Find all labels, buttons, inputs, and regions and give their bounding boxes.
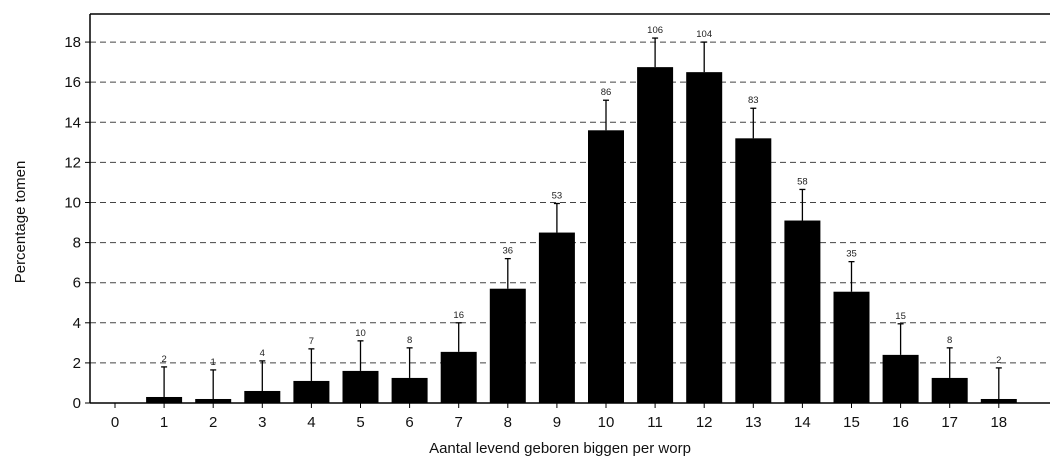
bar <box>735 138 772 403</box>
bar <box>588 130 624 404</box>
y-tick-label: 6 <box>73 275 81 292</box>
data-label: 104 <box>696 29 712 40</box>
y-axis-title: Percentage tomen <box>12 161 29 284</box>
x-tick-label: 1 <box>160 414 168 431</box>
x-tick-label: 8 <box>504 414 512 431</box>
x-tick-label: 6 <box>405 414 413 431</box>
x-tick-label: 18 <box>990 414 1007 431</box>
bars <box>146 37 1017 404</box>
y-tick-label: 10 <box>64 194 81 211</box>
y-tick-label: 14 <box>64 114 81 131</box>
bar <box>146 396 183 403</box>
data-label: 86 <box>601 87 612 98</box>
y-tick-label: 12 <box>64 154 81 171</box>
data-label: 1 <box>211 357 216 368</box>
x-tick-label: 16 <box>892 414 909 431</box>
labels: 0246810121416180211243741058616736853986… <box>64 25 1007 431</box>
x-tick-label: 14 <box>794 414 811 431</box>
y-tick-label: 18 <box>64 34 81 51</box>
data-label: 83 <box>748 95 759 106</box>
data-label: 35 <box>846 249 857 260</box>
bar <box>931 377 968 403</box>
bar <box>391 377 428 403</box>
y-tick-label: 16 <box>64 74 81 91</box>
y-tick-label: 4 <box>73 315 81 332</box>
x-tick-label: 0 <box>111 414 119 431</box>
data-label: 7 <box>309 336 314 347</box>
bar <box>980 398 1017 403</box>
data-label: 36 <box>503 246 514 257</box>
bar <box>686 72 723 404</box>
x-tick-label: 4 <box>307 414 315 431</box>
x-tick-label: 12 <box>696 414 713 431</box>
bar <box>882 354 919 403</box>
y-tick-label: 8 <box>73 235 81 252</box>
x-tick-label: 2 <box>209 414 217 431</box>
data-label: 2 <box>996 355 1001 366</box>
data-label: 4 <box>260 348 265 359</box>
x-tick-label: 17 <box>941 414 958 431</box>
bar <box>342 370 379 403</box>
bar <box>244 390 281 403</box>
gridlines <box>90 41 1050 364</box>
x-tick-label: 5 <box>356 414 364 431</box>
x-tick-label: 9 <box>553 414 561 431</box>
data-label: 8 <box>407 335 412 346</box>
bar <box>833 291 870 403</box>
x-tick-label: 3 <box>258 414 266 431</box>
x-tick-label: 13 <box>745 414 762 431</box>
data-label: 16 <box>453 310 464 321</box>
x-tick-label: 10 <box>598 414 615 431</box>
x-tick-label: 15 <box>843 414 860 431</box>
data-label: 106 <box>647 25 663 36</box>
y-tick-label: 0 <box>73 395 81 412</box>
data-label: 58 <box>797 176 808 187</box>
data-label: 53 <box>552 190 563 201</box>
bar <box>637 67 674 403</box>
bar <box>489 288 526 403</box>
bar <box>440 351 477 403</box>
y-tick-label: 2 <box>73 355 81 372</box>
data-label: 10 <box>355 328 366 339</box>
bar <box>538 232 575 403</box>
data-label: 15 <box>895 311 906 322</box>
bar <box>195 398 232 403</box>
data-label: 2 <box>161 354 166 365</box>
bar <box>293 380 330 403</box>
x-tick-label: 7 <box>455 414 463 431</box>
bar <box>784 220 821 403</box>
data-label: 8 <box>947 335 952 346</box>
x-axis-title: Aantal levend geboren biggen per worp <box>429 440 691 457</box>
axes <box>85 13 1050 408</box>
x-tick-label: 11 <box>647 414 663 431</box>
